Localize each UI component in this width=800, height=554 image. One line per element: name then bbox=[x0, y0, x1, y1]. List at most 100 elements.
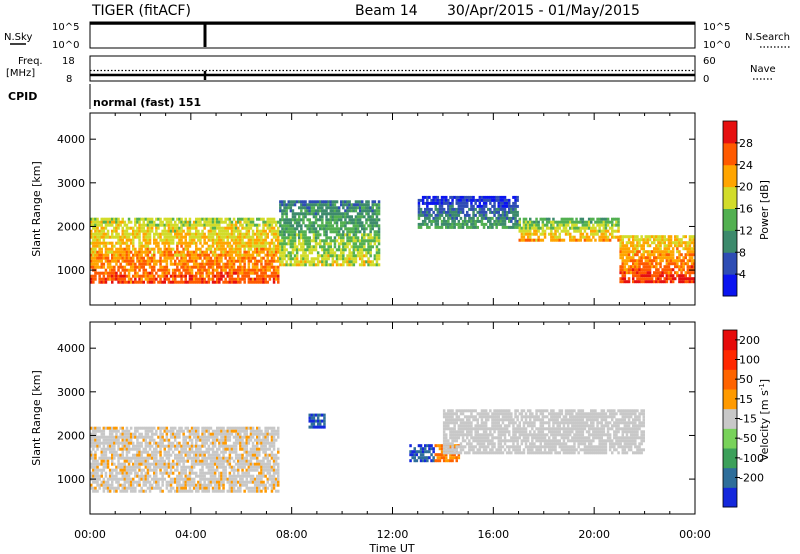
power-cell bbox=[302, 248, 305, 252]
power-cell bbox=[550, 220, 553, 224]
velocity-cell bbox=[163, 468, 166, 472]
velocity-cell bbox=[140, 477, 143, 481]
power-cell bbox=[226, 229, 229, 233]
power-cell bbox=[239, 229, 242, 233]
power-cell bbox=[146, 223, 150, 227]
power-cell bbox=[466, 213, 469, 217]
power-cell bbox=[132, 253, 135, 257]
velocity-cell bbox=[201, 438, 204, 442]
power-cell bbox=[213, 238, 217, 242]
velocity-cell bbox=[241, 447, 244, 451]
power-cell bbox=[669, 253, 673, 257]
power-cell bbox=[218, 274, 221, 278]
power-cell bbox=[457, 201, 461, 205]
power-cell bbox=[417, 201, 421, 205]
power-cell bbox=[375, 221, 379, 225]
power-cell bbox=[310, 230, 314, 234]
velocity-cell bbox=[134, 456, 137, 460]
power-cell bbox=[129, 262, 133, 266]
power-cell bbox=[629, 268, 633, 272]
power-cell bbox=[174, 262, 177, 266]
velocity-cell bbox=[186, 441, 190, 445]
velocity-cell bbox=[111, 462, 114, 466]
power-cell bbox=[329, 212, 332, 216]
power-cell bbox=[325, 209, 328, 213]
power-cell bbox=[623, 235, 627, 239]
power-cell bbox=[644, 238, 648, 242]
power-cell bbox=[295, 257, 299, 261]
velocity-cell bbox=[237, 468, 240, 472]
velocity-cell bbox=[102, 465, 106, 469]
power-cell bbox=[157, 268, 160, 272]
power-cell bbox=[165, 217, 169, 221]
power-cell bbox=[117, 268, 120, 272]
power-cell bbox=[361, 254, 364, 258]
power-cell bbox=[617, 226, 620, 230]
velocity-cell bbox=[159, 435, 162, 439]
velocity-cell bbox=[163, 459, 166, 463]
power-cell bbox=[373, 233, 377, 237]
power-cell bbox=[598, 217, 601, 221]
power-cell bbox=[316, 260, 320, 264]
velocity-cell bbox=[195, 432, 198, 436]
power-cell bbox=[501, 222, 505, 226]
power-cell bbox=[228, 274, 232, 278]
power-cell bbox=[251, 217, 255, 221]
power-cell bbox=[377, 224, 381, 228]
power-cell bbox=[358, 221, 362, 225]
power-cell bbox=[335, 209, 339, 213]
velocity-cell bbox=[232, 447, 236, 451]
power-cell bbox=[325, 263, 328, 267]
velocity-cell bbox=[192, 480, 196, 484]
power-cell bbox=[377, 200, 381, 204]
power-cell bbox=[671, 274, 675, 278]
power-cell bbox=[671, 247, 675, 251]
power-cell bbox=[325, 248, 328, 252]
power-cell bbox=[680, 277, 683, 281]
velocity-cell bbox=[249, 465, 253, 469]
power-cell bbox=[201, 277, 204, 281]
power-cell bbox=[354, 245, 358, 249]
velocity-cell bbox=[218, 489, 221, 493]
power-cell bbox=[90, 262, 93, 266]
velocity-cell bbox=[247, 486, 251, 490]
velocity-cell bbox=[148, 456, 152, 460]
velocity-cell bbox=[150, 426, 154, 430]
power-cell bbox=[657, 271, 660, 275]
power-cell bbox=[342, 221, 345, 225]
power-cell bbox=[209, 262, 213, 266]
velocity-cell bbox=[180, 453, 183, 457]
power-cell bbox=[144, 250, 148, 254]
power-cell bbox=[228, 256, 232, 260]
power-cell bbox=[298, 242, 301, 246]
velocity-cell bbox=[222, 450, 225, 454]
power-cell bbox=[646, 253, 650, 257]
power-cell bbox=[676, 259, 679, 263]
power-cell bbox=[508, 201, 511, 205]
power-cell bbox=[352, 224, 356, 228]
velocity-cell bbox=[224, 471, 227, 475]
power-cell bbox=[358, 251, 362, 255]
power-cell bbox=[176, 241, 179, 245]
velocity-cell bbox=[165, 465, 169, 469]
power-cell bbox=[361, 242, 364, 246]
power-cell bbox=[640, 238, 643, 242]
power-cell bbox=[180, 241, 183, 245]
power-cell bbox=[373, 236, 377, 240]
power-cell bbox=[436, 195, 440, 199]
power-cell bbox=[319, 242, 322, 246]
velocity-cell bbox=[134, 429, 137, 433]
power-cell bbox=[352, 251, 356, 255]
power-cell bbox=[632, 238, 635, 242]
velocity-cell bbox=[119, 477, 122, 481]
power-cell bbox=[373, 224, 377, 228]
power-cell bbox=[256, 265, 259, 269]
velocity-cell bbox=[119, 456, 122, 460]
velocity-cell bbox=[211, 474, 215, 478]
velocity-cell bbox=[180, 489, 183, 493]
power-cell bbox=[686, 265, 690, 269]
velocity-cell bbox=[138, 465, 141, 469]
power-cell bbox=[596, 223, 599, 227]
power-cell bbox=[436, 210, 440, 214]
